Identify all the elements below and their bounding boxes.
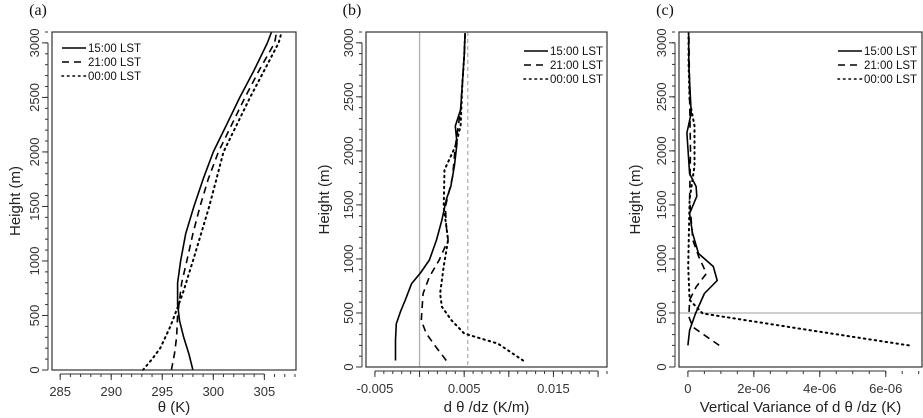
series-line-2100 (170, 31, 278, 371)
y-tick-label: 2000 (654, 136, 669, 165)
x-tick-label: 295 (151, 384, 173, 399)
panel-b: (b) -0.005 0.005 0.015 d θ /dz (K/m) 0 500 1000… (316, 2, 608, 416)
x-tick-label: 6e-06 (869, 381, 902, 396)
x-tick-label: 300 (202, 384, 224, 399)
y-tick-label: 1000 (27, 247, 42, 276)
panel-c: (c) 0 2e-06 4e-06 6e-06 Vertical Variance of … (627, 2, 923, 416)
x-tick-label: 4e-06 (803, 381, 836, 396)
x-tick-label: -0.005 (356, 381, 393, 396)
legend-entry: 21:00 LST (864, 60, 917, 72)
y-tick-label: 1500 (341, 190, 356, 219)
plot-frame (365, 31, 608, 368)
y-axis-label: Height (m) (316, 164, 333, 234)
y-tick-label: 2500 (654, 82, 669, 111)
panel-label: (a) (29, 2, 47, 19)
legend-entry: 00:00 LST (864, 74, 917, 86)
panel-a: (a) 285 290 295 300 305 θ (K) 0 500 1000 1500 2000 2… (7, 2, 297, 416)
y-tick-label: 2500 (27, 83, 42, 112)
x-axis-label: Vertical Variance of d θ /dz (K) (700, 399, 901, 416)
x-tick-label: 0 (684, 381, 691, 396)
y-tick-label: 500 (341, 302, 356, 324)
y-tick-label: 500 (27, 305, 42, 327)
y-axis-label: Height (m) (627, 164, 644, 234)
y-tick-label: 2000 (27, 137, 42, 166)
x-tick-label: 2e-06 (737, 381, 770, 396)
y-tick-label: 500 (654, 302, 669, 324)
y-tick-label: 3000 (341, 28, 356, 57)
y-axis-label: Height (m) (7, 166, 24, 236)
y-tick-label: 1500 (27, 192, 42, 221)
y-tick-label: 0 (654, 363, 669, 370)
y-tick-label: 1500 (654, 190, 669, 219)
series-line-0000 (141, 31, 283, 371)
legend: 15:00 LST 21:00 LST 00:00 LST (61, 43, 141, 83)
y-tick-label: 3000 (654, 28, 669, 57)
y-tick-label: 1000 (654, 244, 669, 273)
x-axis-label: d θ /dz (K/m) (444, 399, 530, 416)
y-tick-label: 0 (27, 366, 42, 373)
legend-entry: 00:00 LST (550, 74, 603, 86)
x-tick-label: 305 (253, 384, 275, 399)
x-axis-label: θ (K) (158, 399, 191, 416)
plot-frame (678, 31, 923, 368)
legend: 15:00 LST 21:00 LST 00:00 LST (837, 46, 917, 86)
y-tick-label: 3000 (27, 28, 42, 57)
x-tick-label: 285 (49, 384, 71, 399)
panel-label: (c) (656, 2, 674, 19)
legend-entry: 00:00 LST (88, 71, 141, 83)
y-tick-label: 1000 (341, 244, 356, 273)
x-tick-label: 0.005 (448, 381, 481, 396)
y-tick-label: 0 (341, 363, 356, 370)
legend-entry: 21:00 LST (550, 60, 603, 72)
legend-entry: 15:00 LST (864, 46, 917, 58)
legend-entry: 15:00 LST (550, 46, 603, 58)
legend-entry: 15:00 LST (88, 43, 141, 55)
series-line-2100 (420, 33, 466, 361)
x-tick-label: 290 (100, 384, 122, 399)
y-tick-label: 2000 (341, 136, 356, 165)
y-tick-label: 2500 (341, 82, 356, 111)
series-line-1500 (176, 31, 273, 371)
series-line-0000 (439, 32, 525, 362)
plot-frame (51, 31, 297, 371)
series-line-1500 (394, 33, 466, 361)
legend: 15:00 LST 21:00 LST 00:00 LST (523, 46, 603, 86)
legend-entry: 21:00 LST (88, 57, 141, 69)
x-tick-label: 0.015 (537, 381, 570, 396)
series-line-0000 (687, 32, 910, 347)
panel-label: (b) (343, 2, 362, 19)
series-line-2100 (688, 33, 720, 347)
series-line-1500 (686, 33, 719, 346)
